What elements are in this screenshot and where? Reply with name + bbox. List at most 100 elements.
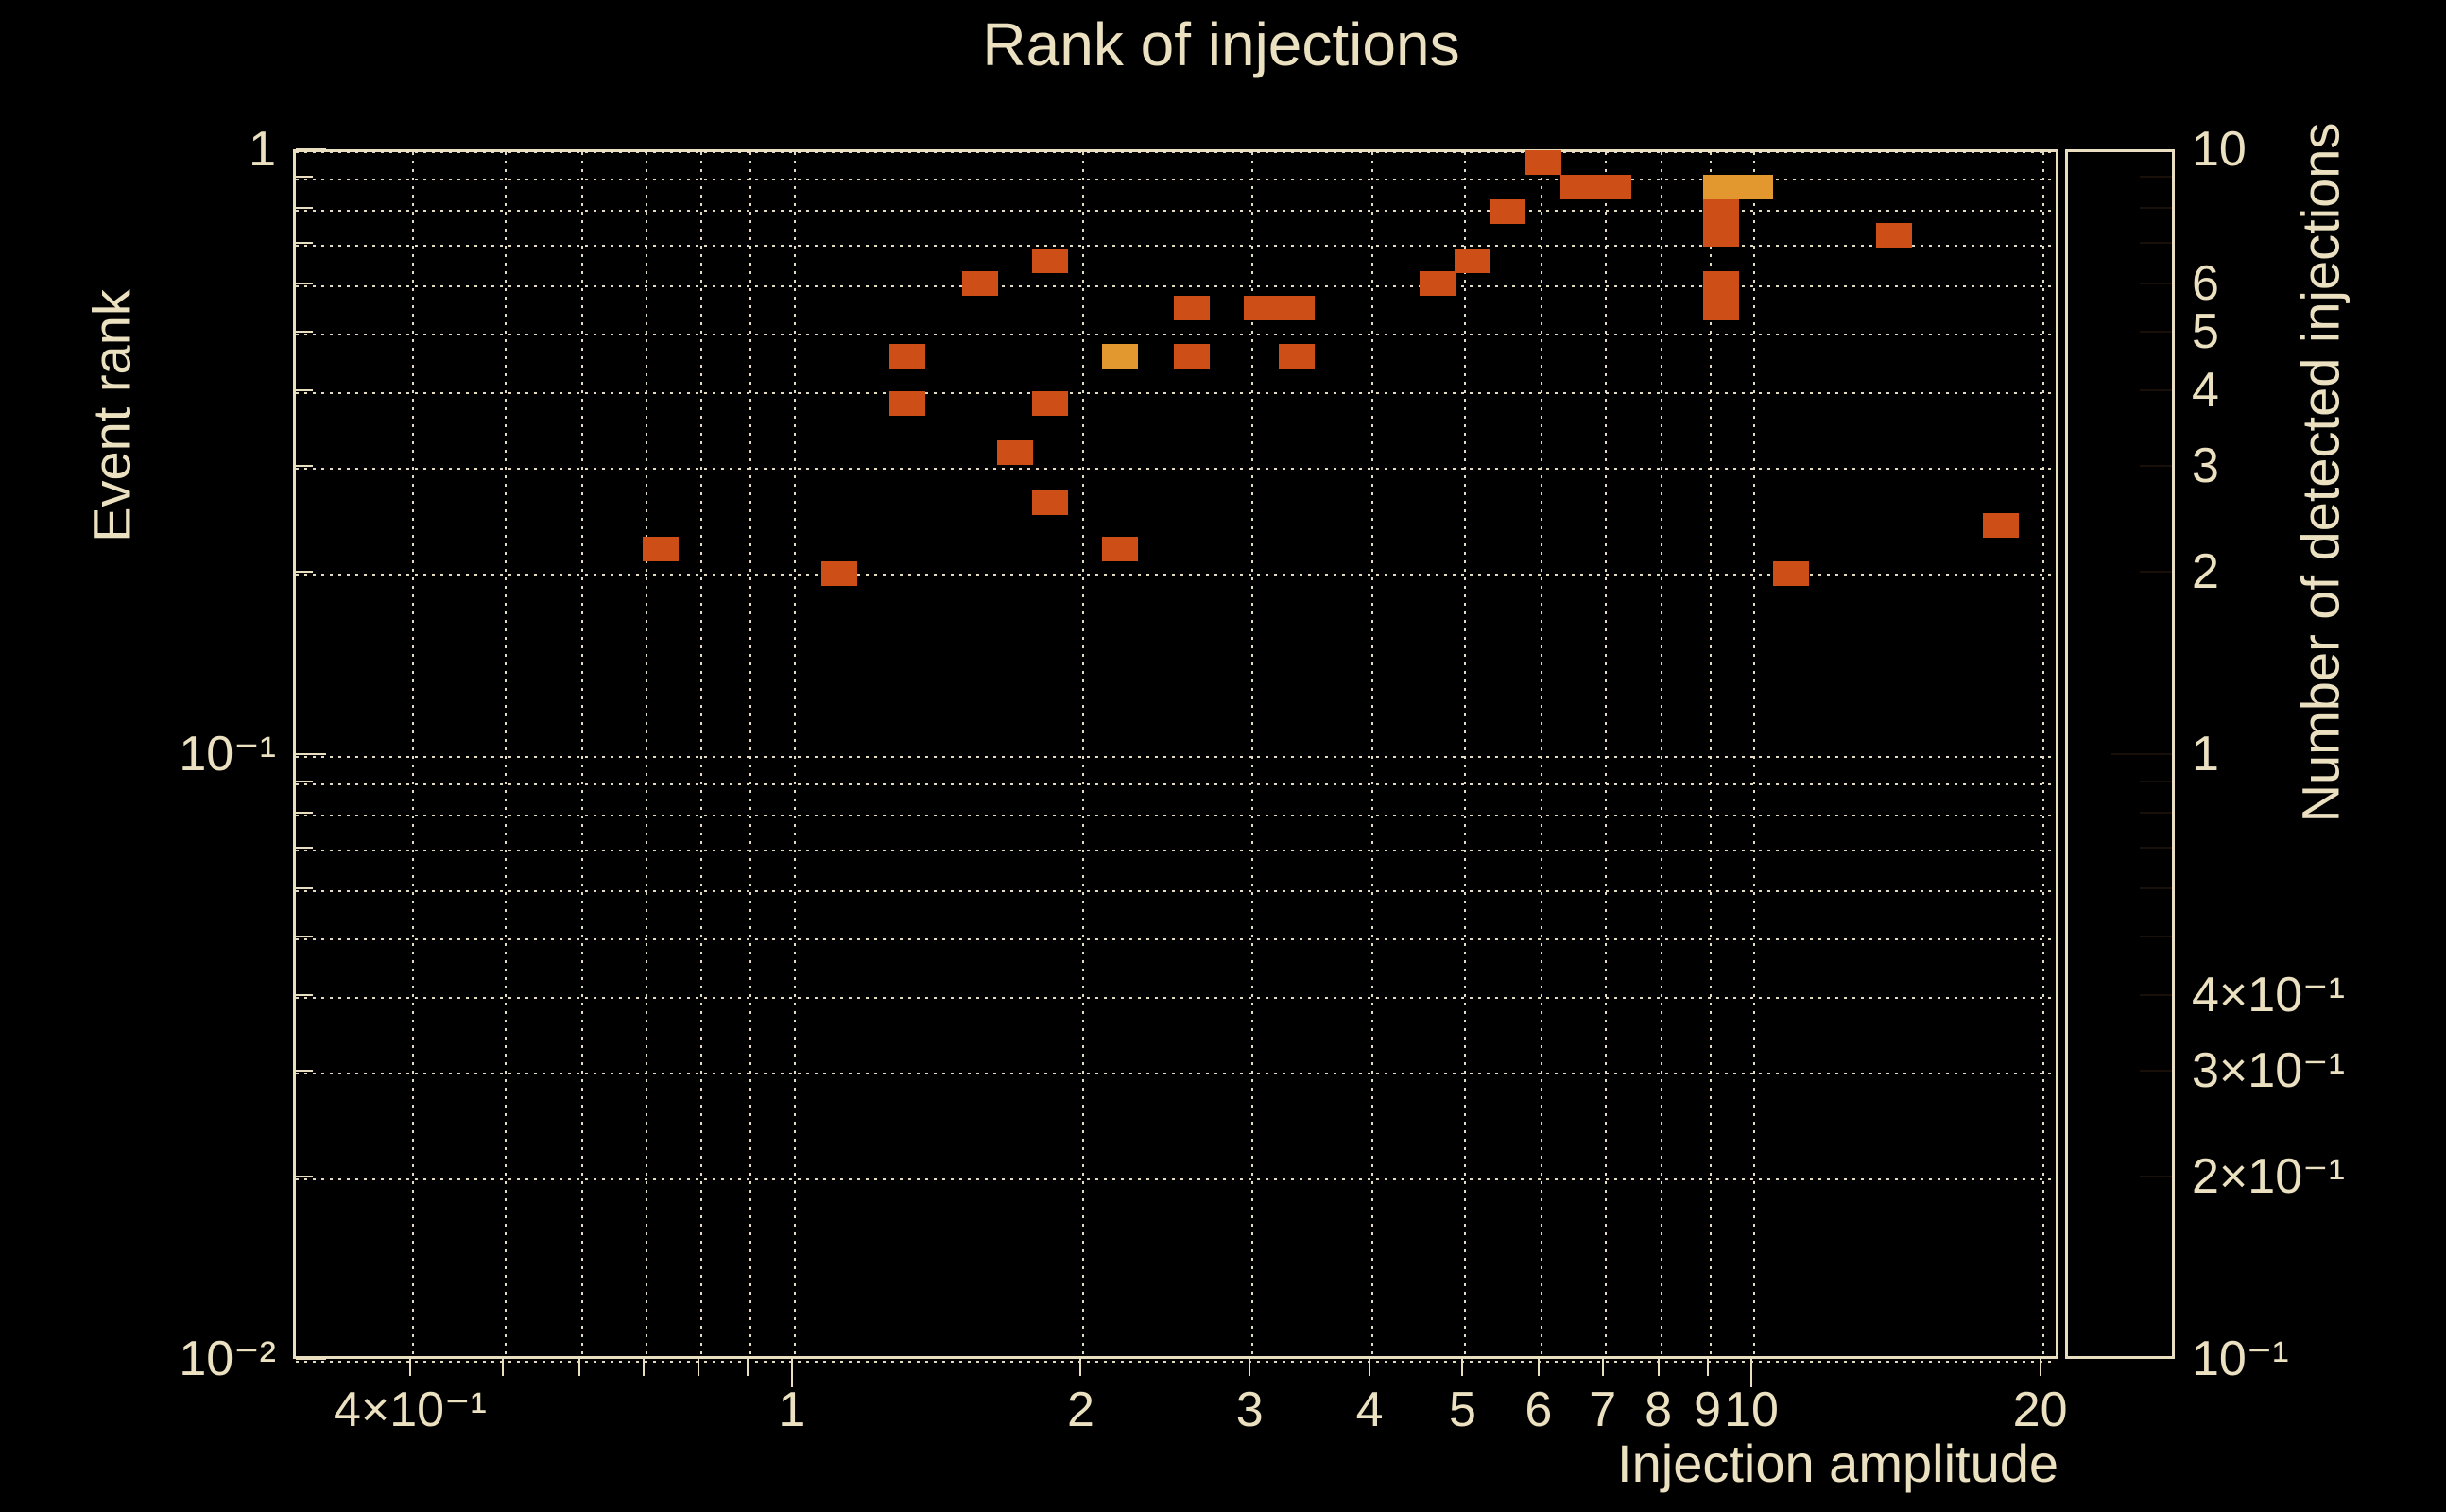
x-gridline <box>749 152 752 1356</box>
x-tick-mark <box>1079 1359 1082 1376</box>
y-tick-mark <box>296 1358 326 1360</box>
colorbar-tick-mark <box>2140 282 2172 284</box>
histogram-bin <box>997 440 1034 466</box>
x-tick-mark <box>790 1359 793 1387</box>
x-tick-mark <box>1369 1359 1371 1376</box>
y-axis-label: Event rank <box>81 289 142 542</box>
x-tick-mark <box>1537 1359 1540 1376</box>
colorbar-tick-mark <box>2140 571 2172 574</box>
y-gridline <box>296 937 2056 940</box>
histogram-bin <box>1773 560 1810 586</box>
colorbar-tick-mark <box>2140 847 2172 850</box>
colorbar-tick-mark <box>2140 388 2172 391</box>
colorbar-tick-label: 4 <box>2192 362 2219 418</box>
histogram-bin <box>1594 174 1631 199</box>
histogram-bin <box>1703 221 1739 247</box>
x-gridline <box>1660 152 1662 1356</box>
y-gridline <box>296 850 2056 852</box>
y-tick-mark <box>296 388 313 391</box>
x-gridline <box>793 152 796 1356</box>
y-tick-mark <box>296 847 313 850</box>
x-gridline <box>1753 152 1755 1356</box>
histogram-bin <box>1279 296 1316 321</box>
histogram-bin <box>1983 512 2020 538</box>
x-tick-label: 5 <box>1448 1383 1476 1437</box>
colorbar <box>2065 149 2175 1359</box>
colorbar-tick-mark <box>2140 207 2172 210</box>
y-gridline <box>296 1361 2056 1363</box>
y-gridline <box>296 467 2056 470</box>
histogram-bin <box>1173 296 1210 321</box>
x-tick-label: 7 <box>1589 1383 1617 1437</box>
colorbar-tick-mark <box>2140 464 2172 467</box>
x-gridline <box>1540 152 1542 1356</box>
y-gridline <box>296 1178 2056 1181</box>
y-tick-mark <box>296 935 313 937</box>
x-tick-mark <box>408 1359 411 1376</box>
histogram-bin <box>1876 223 1913 249</box>
colorbar-tick-label: 2×10⁻¹ <box>2192 1149 2345 1205</box>
y-tick-label: 1 <box>249 122 276 177</box>
x-gridline <box>700 152 703 1356</box>
y-gridline <box>296 391 2056 394</box>
colorbar-tick-mark <box>2140 176 2172 179</box>
x-tick-label: 10 <box>1724 1383 1779 1437</box>
histogram-bin <box>1703 296 1739 321</box>
x-tick-label: 4 <box>1355 1383 1384 1437</box>
histogram-bin <box>1454 248 1490 273</box>
x-gridline <box>580 152 583 1356</box>
colorbar-tick-mark <box>2140 330 2172 333</box>
x-gridline <box>1082 152 1085 1356</box>
y-gridline <box>296 333 2056 335</box>
y-tick-mark <box>296 282 313 284</box>
x-tick-label: 6 <box>1524 1383 1553 1437</box>
x-tick-label: 20 <box>2012 1383 2068 1437</box>
x-tick-mark <box>577 1359 580 1376</box>
colorbar-tick-label: 5 <box>2192 303 2219 359</box>
histogram-bin <box>1244 296 1281 321</box>
y-gridline <box>296 889 2056 892</box>
colorbar-tick-mark <box>2111 753 2172 755</box>
x-tick-label: 2 <box>1066 1383 1094 1437</box>
x-tick-mark <box>502 1359 505 1376</box>
y-tick-mark <box>296 207 313 210</box>
colorbar-tick-mark <box>2140 1069 2172 1072</box>
colorbar-tick-label: 3×10⁻¹ <box>2192 1042 2345 1098</box>
histogram-bin <box>1173 343 1210 369</box>
x-gridline <box>1464 152 1467 1356</box>
histogram-bin <box>643 537 680 562</box>
x-tick-mark <box>2039 1359 2041 1376</box>
colorbar-tick-label: 4×10⁻¹ <box>2192 967 2345 1022</box>
x-gridline <box>505 152 508 1356</box>
y-gridline <box>296 210 2056 213</box>
y-tick-mark <box>296 464 313 467</box>
y-tick-mark <box>296 886 313 889</box>
histogram-bin <box>1559 174 1596 199</box>
x-tick-mark <box>698 1359 700 1376</box>
histogram-bin <box>1703 198 1739 224</box>
colorbar-tick-mark <box>2140 781 2172 783</box>
y-gridline <box>296 783 2056 786</box>
x-tick-mark <box>1750 1359 1752 1387</box>
y-gridline <box>296 1072 2056 1074</box>
x-gridline <box>1371 152 1374 1356</box>
colorbar-label: Number of detected injections <box>2290 122 2351 823</box>
colorbar-tick-mark <box>2140 812 2172 815</box>
histogram-bin <box>1032 490 1069 516</box>
x-tick-label: 4×10⁻¹ <box>333 1383 487 1437</box>
plot-area <box>293 149 2058 1363</box>
y-gridline <box>296 756 2056 758</box>
y-tick-mark <box>296 812 313 815</box>
y-tick-label: 10⁻¹ <box>179 727 276 782</box>
y-gridline <box>296 151 2056 153</box>
y-gridline <box>296 284 2056 287</box>
histogram-bin <box>1524 150 1561 176</box>
colorbar-tick-label: 1 <box>2192 727 2219 782</box>
y-tick-mark <box>296 781 313 783</box>
histogram-bin <box>1102 537 1139 562</box>
histogram-bin <box>1737 174 1774 199</box>
y-tick-label: 10⁻² <box>179 1332 276 1386</box>
x-gridline <box>1251 152 1254 1356</box>
chart-title: Rank of injections <box>982 10 1460 78</box>
